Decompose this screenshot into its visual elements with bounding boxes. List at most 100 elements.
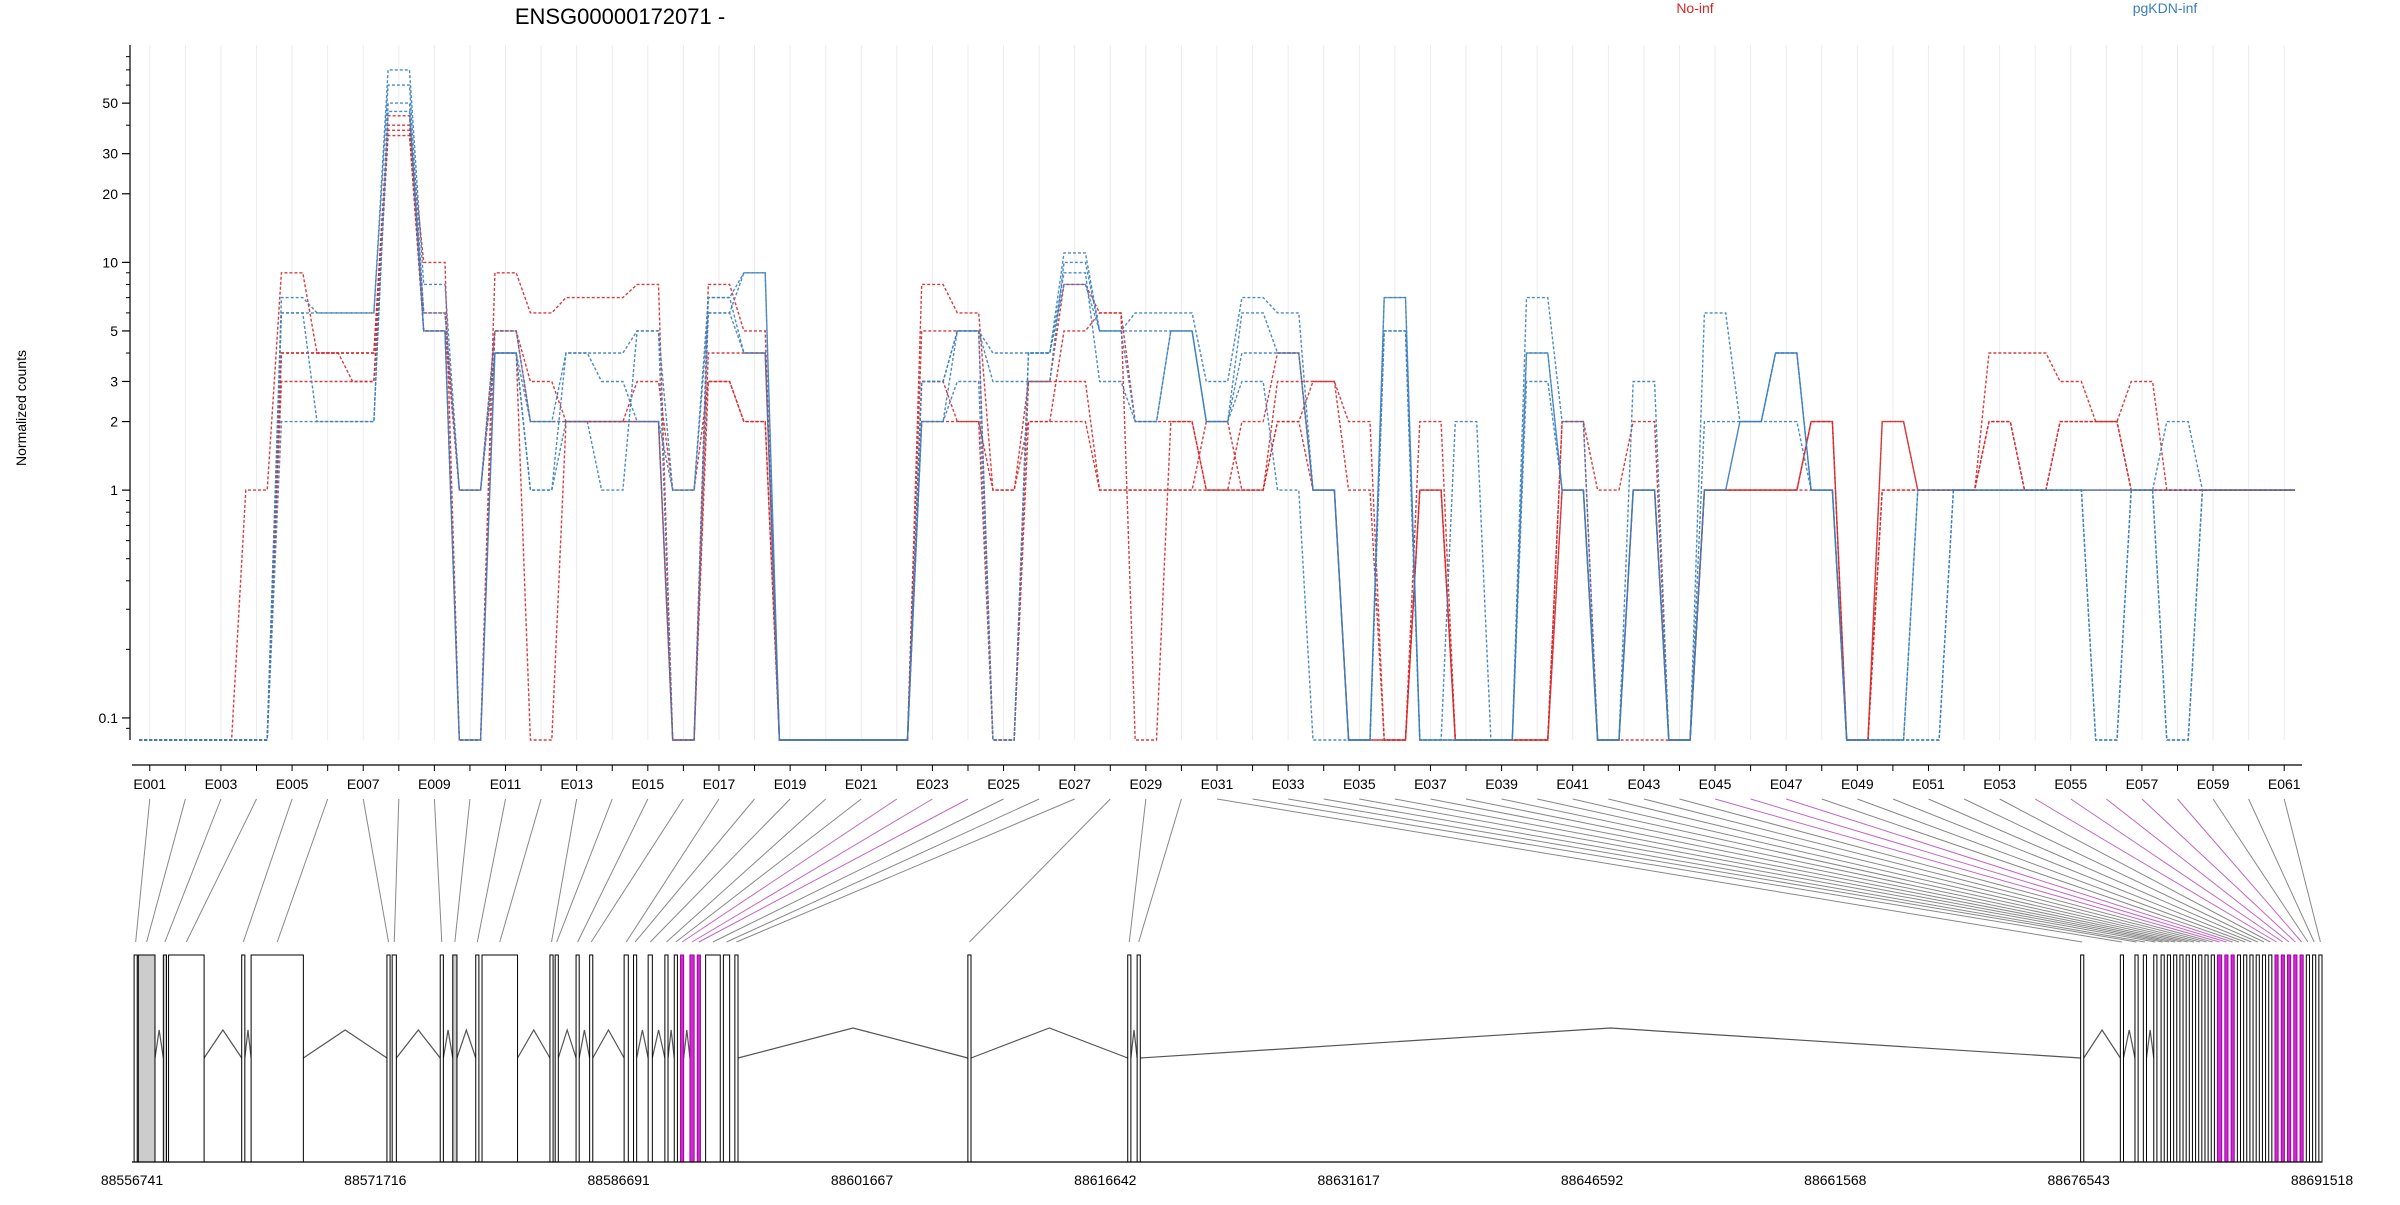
- intron-line: [456, 1028, 477, 1059]
- intron-line: [2145, 1029, 2155, 1059]
- exon-box-e014: [554, 954, 559, 1163]
- exon-mapping-line: [675, 798, 862, 943]
- intron-line: [395, 1029, 441, 1059]
- exon-mapping-line: [1750, 798, 2227, 943]
- x-tick-label: E049: [1841, 776, 1874, 792]
- exon-box-e004: [168, 954, 205, 1163]
- exon-box-e035: [2153, 954, 2158, 1163]
- y-tick-label: 3: [110, 373, 118, 389]
- exon-mapping-line: [362, 798, 390, 943]
- exon-box-e022: [680, 954, 685, 1163]
- y-tick-label: 50: [102, 95, 118, 111]
- x-tick-label: E025: [987, 776, 1020, 792]
- exon-box-e041: [2191, 954, 2197, 1163]
- intron-line: [1140, 1027, 2081, 1059]
- exon-box-e021: [673, 954, 678, 1163]
- series-line-pgkdn-inf-6: [139, 102, 2295, 741]
- exon-box-e038: [2173, 954, 2178, 1163]
- x-tick-label: E037: [1414, 776, 1447, 792]
- exon-box-e061: [2318, 954, 2323, 1163]
- exon-box-e048: [2236, 954, 2242, 1163]
- exon-box-e015: [575, 954, 580, 1163]
- exon-box-e034: [2142, 954, 2147, 1163]
- exon-box-e029: [1127, 954, 1132, 1163]
- exon-box-e053: [2268, 954, 2273, 1163]
- y-tick-label: 1: [110, 482, 118, 498]
- exon-mapping-line: [969, 798, 1111, 943]
- x-tick-label: E047: [1770, 776, 1803, 792]
- series-line-pgkdn-inf-4: [139, 69, 2295, 741]
- intron-line: [203, 1028, 243, 1059]
- exon-box-e056: [2287, 954, 2292, 1163]
- exon-box-e016: [589, 954, 594, 1163]
- exon-mapping-line: [164, 798, 222, 943]
- exon-mapping-line: [1138, 798, 1182, 943]
- exon-mapping-line: [2106, 798, 2290, 943]
- exon-mapping-line: [1572, 798, 2195, 943]
- intron-line: [442, 1029, 454, 1059]
- chart-title: ENSG00000172071 -: [515, 4, 725, 29]
- y-axis-label: Normalized counts: [13, 350, 29, 466]
- exon-box-e047: [2230, 954, 2235, 1163]
- intron-line: [667, 1029, 675, 1059]
- exon-box-e028: [967, 954, 972, 1163]
- exon-mapping-line: [681, 798, 898, 943]
- exon-mapping-line: [2070, 798, 2284, 943]
- genomic-tick-label: 88691518: [2291, 1172, 2354, 1188]
- intron-line: [683, 1029, 691, 1059]
- x-tick-label: E015: [631, 776, 664, 792]
- exon-mapping-line: [1288, 798, 2137, 943]
- exon-box-e009: [439, 954, 444, 1163]
- exon-mapping-line: [1323, 798, 2145, 943]
- x-tick-label: E003: [205, 776, 238, 792]
- exon-box-e031: [2080, 954, 2085, 1163]
- exon-box-e044: [2210, 954, 2215, 1163]
- exon-mapping-line: [276, 798, 329, 943]
- genomic-tick-label: 88586691: [588, 1172, 651, 1188]
- genomic-tick-label: 88601667: [831, 1172, 894, 1188]
- intron-line: [651, 1029, 666, 1059]
- intron-line: [2122, 1029, 2136, 1059]
- exon-mapping-line: [698, 798, 969, 943]
- exon-mapping-line: [146, 798, 186, 943]
- exon-box-e011: [475, 954, 480, 1163]
- exon-mapping-line: [634, 798, 755, 943]
- x-tick-label: E057: [2126, 776, 2159, 792]
- exon-box-e042: [2198, 954, 2203, 1163]
- x-tick-label: E017: [703, 776, 736, 792]
- genomic-tick-label: 88631617: [1318, 1172, 1381, 1188]
- exon-box-e051: [2255, 954, 2260, 1163]
- x-tick-label: E031: [1201, 776, 1234, 792]
- y-tick-label: 0.1: [99, 710, 119, 726]
- genomic-tick-label: 88616642: [1074, 1172, 1137, 1188]
- exon-box-e026: [722, 954, 731, 1163]
- exon-mapping-line: [625, 798, 720, 943]
- intron-line: [557, 1028, 577, 1059]
- intron-line: [1130, 1029, 1138, 1059]
- x-tick-label: E009: [418, 776, 451, 792]
- x-tick-label: E051: [1912, 776, 1945, 792]
- exon-mapping-line: [185, 798, 257, 943]
- exon-box-e005: [241, 954, 246, 1163]
- exon-mapping-line: [1252, 798, 2122, 943]
- exon-box-e055: [2280, 954, 2285, 1163]
- exon-mapping-line: [736, 798, 1075, 943]
- x-tick-label: E043: [1628, 776, 1661, 792]
- x-tick-label: E041: [1556, 776, 1589, 792]
- intron-line: [303, 1029, 388, 1059]
- intron-line: [737, 1027, 969, 1059]
- exon-box-e013: [549, 954, 554, 1163]
- exon-box-e059: [2305, 954, 2310, 1163]
- exon-mapping-line: [393, 798, 400, 943]
- exon-box-e025: [705, 954, 721, 1163]
- exon-mapping-line: [433, 798, 443, 943]
- exon-mapping-line: [2212, 798, 2309, 943]
- x-tick-label: E023: [916, 776, 949, 792]
- genomic-tick-label: 88646592: [1561, 1172, 1624, 1188]
- x-tick-label: E007: [347, 776, 380, 792]
- x-tick-label: E039: [1485, 776, 1518, 792]
- exon-box-e033: [2134, 954, 2139, 1163]
- exon-mapping-line: [1928, 798, 2258, 943]
- y-tick-label: 10: [102, 254, 118, 270]
